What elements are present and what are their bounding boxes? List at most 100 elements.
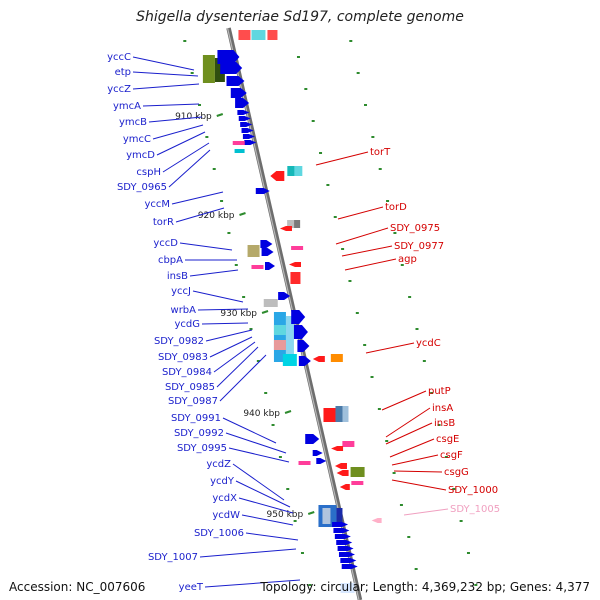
gene-reverse-arrow (339, 484, 350, 490)
gene-forward-arrow (293, 325, 308, 339)
leader-line (168, 149, 211, 188)
guide-dot (393, 232, 397, 234)
gene-orange (330, 354, 343, 362)
leader-line (152, 124, 204, 140)
guide-dot (326, 184, 330, 186)
leader-line (142, 103, 200, 107)
gene-reverse-arrow (270, 171, 285, 181)
gene-reverse (267, 30, 278, 40)
label-left-25: ycdZ (206, 459, 231, 470)
leader-line (192, 290, 244, 303)
tick-mark (261, 310, 269, 314)
gene-block (342, 406, 349, 422)
label-left-1: etp (115, 67, 131, 78)
gene-reverse-arrow (289, 262, 302, 267)
tick-label: 950 kbp (267, 510, 304, 520)
gene-block (350, 467, 365, 477)
leader-line (385, 407, 431, 438)
leader-line (148, 116, 203, 123)
tick-mark (284, 410, 292, 414)
gene-forward (294, 166, 303, 176)
gene-pink (232, 141, 245, 145)
gene-block (202, 55, 215, 83)
guide-dot (278, 456, 282, 458)
gene-block (214, 58, 225, 82)
guide-dot (415, 328, 419, 330)
leader-line (389, 438, 435, 458)
gene-forward (273, 325, 286, 335)
guide-dot (392, 472, 396, 474)
gene-forward-arrow (242, 134, 255, 139)
guide-dot (308, 584, 312, 586)
guide-dot (300, 552, 304, 554)
label-left-14: yccJ (171, 286, 191, 297)
guide-dot (349, 40, 353, 42)
leader-line (241, 514, 294, 526)
guide-dot (271, 424, 275, 426)
label-right-13: SDY_1005 (450, 504, 500, 515)
topology-text: Topology: circular; Length: 4,369,232 bp… (260, 580, 590, 594)
label-left-17: SDY_0982 (154, 336, 204, 347)
label-left-13: insB (167, 271, 188, 282)
gene-forward-arrow (241, 128, 254, 133)
leader-line (201, 322, 249, 325)
guide-dot (363, 344, 367, 346)
label-left-5: ymcC (123, 134, 151, 145)
leader-line (391, 479, 447, 491)
guide-dot (227, 232, 231, 234)
leader-line (197, 308, 249, 311)
label-right-12: SDY_1000 (448, 485, 498, 496)
label-left-29: SDY_1006 (194, 528, 244, 539)
leader-line (213, 341, 256, 373)
leader-line (238, 497, 294, 514)
leader-line (189, 269, 239, 277)
guide-dot (256, 360, 260, 362)
leader-line (228, 447, 290, 463)
leader-line (132, 71, 199, 77)
leader-line (209, 336, 253, 358)
label-left-22: SDY_0991 (171, 413, 221, 424)
leader-line (337, 206, 384, 220)
label-left-15: wrbA (171, 305, 197, 316)
label-left-3: ymcA (113, 101, 141, 112)
guide-dot (364, 104, 368, 106)
gene-block (335, 406, 346, 422)
label-right-2: SDY_0975 (390, 223, 440, 234)
guide-dot (399, 504, 403, 506)
label-right-4: agp (398, 254, 417, 265)
label-right-0: torT (370, 147, 391, 158)
label-right-5: ycdC (416, 338, 441, 349)
guide-dot (378, 168, 382, 170)
leader-line (344, 258, 397, 271)
gene-block (340, 583, 355, 593)
gene-forward-arrow (226, 76, 245, 86)
guide-dot (220, 200, 224, 202)
guide-dot (385, 440, 389, 442)
gene-forward (251, 30, 266, 40)
label-left-27: ycdX (212, 493, 237, 504)
gene-pink (342, 441, 355, 447)
label-right-11: csgG (444, 467, 469, 478)
label-left-16: ycdG (174, 319, 200, 330)
accession-text: Accession: NC_007606 (9, 580, 146, 594)
guide-dot (444, 456, 448, 458)
gene-forward-arrow (312, 450, 323, 456)
gene-forward (287, 166, 298, 176)
leader-line (216, 346, 259, 388)
leader-line (365, 342, 415, 354)
guide-dot (437, 424, 441, 426)
label-right-6: putP (428, 386, 451, 397)
leader-line (179, 242, 233, 251)
guide-dot (355, 312, 359, 314)
label-left-0: yccC (107, 52, 131, 63)
gene-forward-arrow (298, 356, 311, 366)
gene-reverse-arrow (279, 226, 292, 231)
label-left-9: yccM (144, 199, 170, 210)
guide-dot (348, 280, 352, 282)
guide-dot (371, 136, 375, 138)
leader-line (391, 454, 439, 466)
label-right-9: csgE (436, 434, 459, 445)
guide-dot (356, 72, 360, 74)
guide-dot (452, 488, 456, 490)
